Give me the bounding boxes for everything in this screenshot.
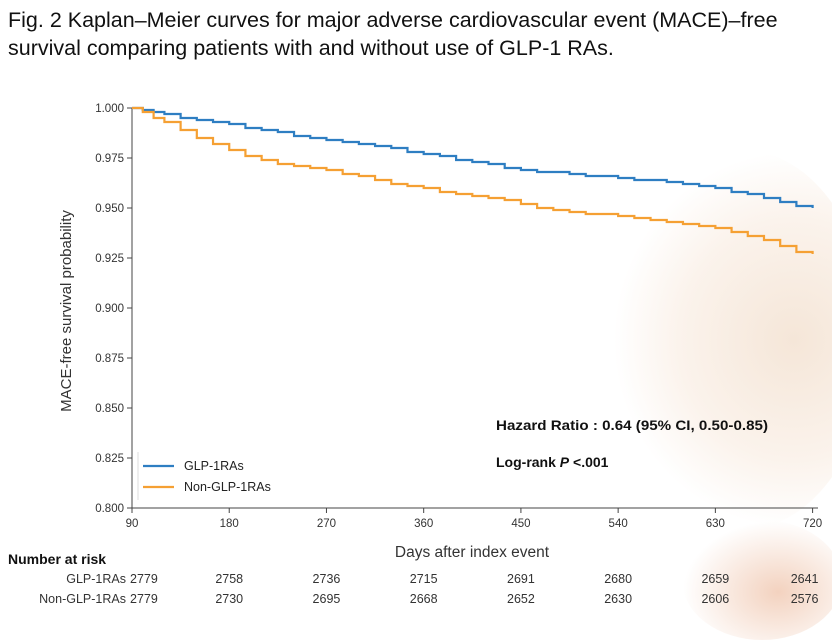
- background-decoration-bottom: [682, 520, 832, 640]
- legend-label: Non-GLP-1RAs: [184, 480, 271, 494]
- risk-table-title: Number at risk: [8, 551, 107, 567]
- risk-cell: 2758: [215, 572, 244, 586]
- risk-row-label: Non-GLP-1RAs: [39, 592, 126, 606]
- risk-cell: 2576: [790, 592, 819, 606]
- y-tick-label: 0.900: [95, 303, 124, 315]
- risk-cell: 2695: [312, 592, 341, 606]
- hazard-ratio-annotation: Hazard Ratio : 0.64 (95% CI, 0.50-0.85): [496, 417, 768, 433]
- x-tick-label: 450: [511, 518, 530, 530]
- x-axis-label: Days after index event: [395, 544, 550, 561]
- y-tick-label: 1.000: [95, 103, 124, 115]
- risk-cell: 2680: [604, 572, 633, 586]
- x-tick-label: 720: [803, 518, 822, 530]
- risk-row-label: GLP-1RAs: [66, 572, 126, 586]
- risk-cell: 2779: [130, 572, 158, 586]
- legend: GLP-1RAs Non-GLP-1RAs: [137, 452, 271, 500]
- x-tick-label: 540: [609, 518, 628, 530]
- risk-cell: 2715: [409, 572, 438, 586]
- risk-table-row: GLP-1RAs 2779 2758 2736 2715 2691 2680 2659 2641: [0, 572, 832, 590]
- risk-cell: 2730: [215, 592, 244, 606]
- axes: [131, 108, 818, 509]
- series-lines: [132, 106, 814, 254]
- risk-cell: 2659: [701, 572, 730, 586]
- risk-cell: 2779: [130, 592, 158, 606]
- risk-table-row: Non-GLP-1RAs 2779 2730 2695 2668 2652 2630 2606…: [0, 592, 832, 610]
- y-tick-label: 0.875: [95, 353, 124, 365]
- y-ticks: 0.800 0.825 0.850 0.875 0.900 0.925 0.950 0.975…: [95, 103, 132, 515]
- risk-cell: 2736: [312, 572, 341, 586]
- annotations: Hazard Ratio : 0.64 (95% CI, 0.50-0.85) …: [496, 417, 768, 470]
- x-tick-label: 90: [126, 518, 139, 530]
- y-tick-label: 0.800: [95, 503, 124, 515]
- y-tick-label: 0.950: [95, 203, 124, 215]
- series-line-glp1ras: [132, 106, 814, 208]
- series-line-non-glp1ras: [132, 106, 814, 254]
- risk-cell: 2652: [507, 592, 535, 606]
- x-tick-label: 180: [220, 518, 239, 530]
- y-axis-label: MACE-free survival probability: [58, 210, 75, 412]
- y-tick-label: 0.925: [95, 253, 124, 265]
- risk-cell: 2606: [701, 592, 730, 606]
- x-tick-label: 270: [317, 518, 336, 530]
- logrank-p: P: [560, 454, 570, 470]
- x-ticks: 90 180 270 360 450 540 630 720: [126, 508, 822, 530]
- legend-label: GLP-1RAs: [184, 459, 244, 473]
- x-tick-label: 360: [414, 518, 433, 530]
- logrank-annotation: Log-rank P <.001: [496, 454, 609, 470]
- logrank-value: <.001: [569, 454, 609, 470]
- risk-cell: 2641: [790, 572, 819, 586]
- y-tick-label: 0.850: [95, 403, 124, 415]
- y-tick-label: 0.825: [95, 453, 124, 465]
- risk-cell: 2691: [507, 572, 535, 586]
- y-tick-label: 0.975: [95, 153, 124, 165]
- figure-title: Fig. 2 Kaplan–Meier curves for major adv…: [8, 8, 778, 60]
- risk-cell: 2668: [409, 592, 438, 606]
- background-decoration: [612, 150, 832, 530]
- x-tick-label: 630: [706, 518, 725, 530]
- risk-cell: 2630: [604, 592, 633, 606]
- logrank-prefix: Log-rank: [496, 454, 560, 470]
